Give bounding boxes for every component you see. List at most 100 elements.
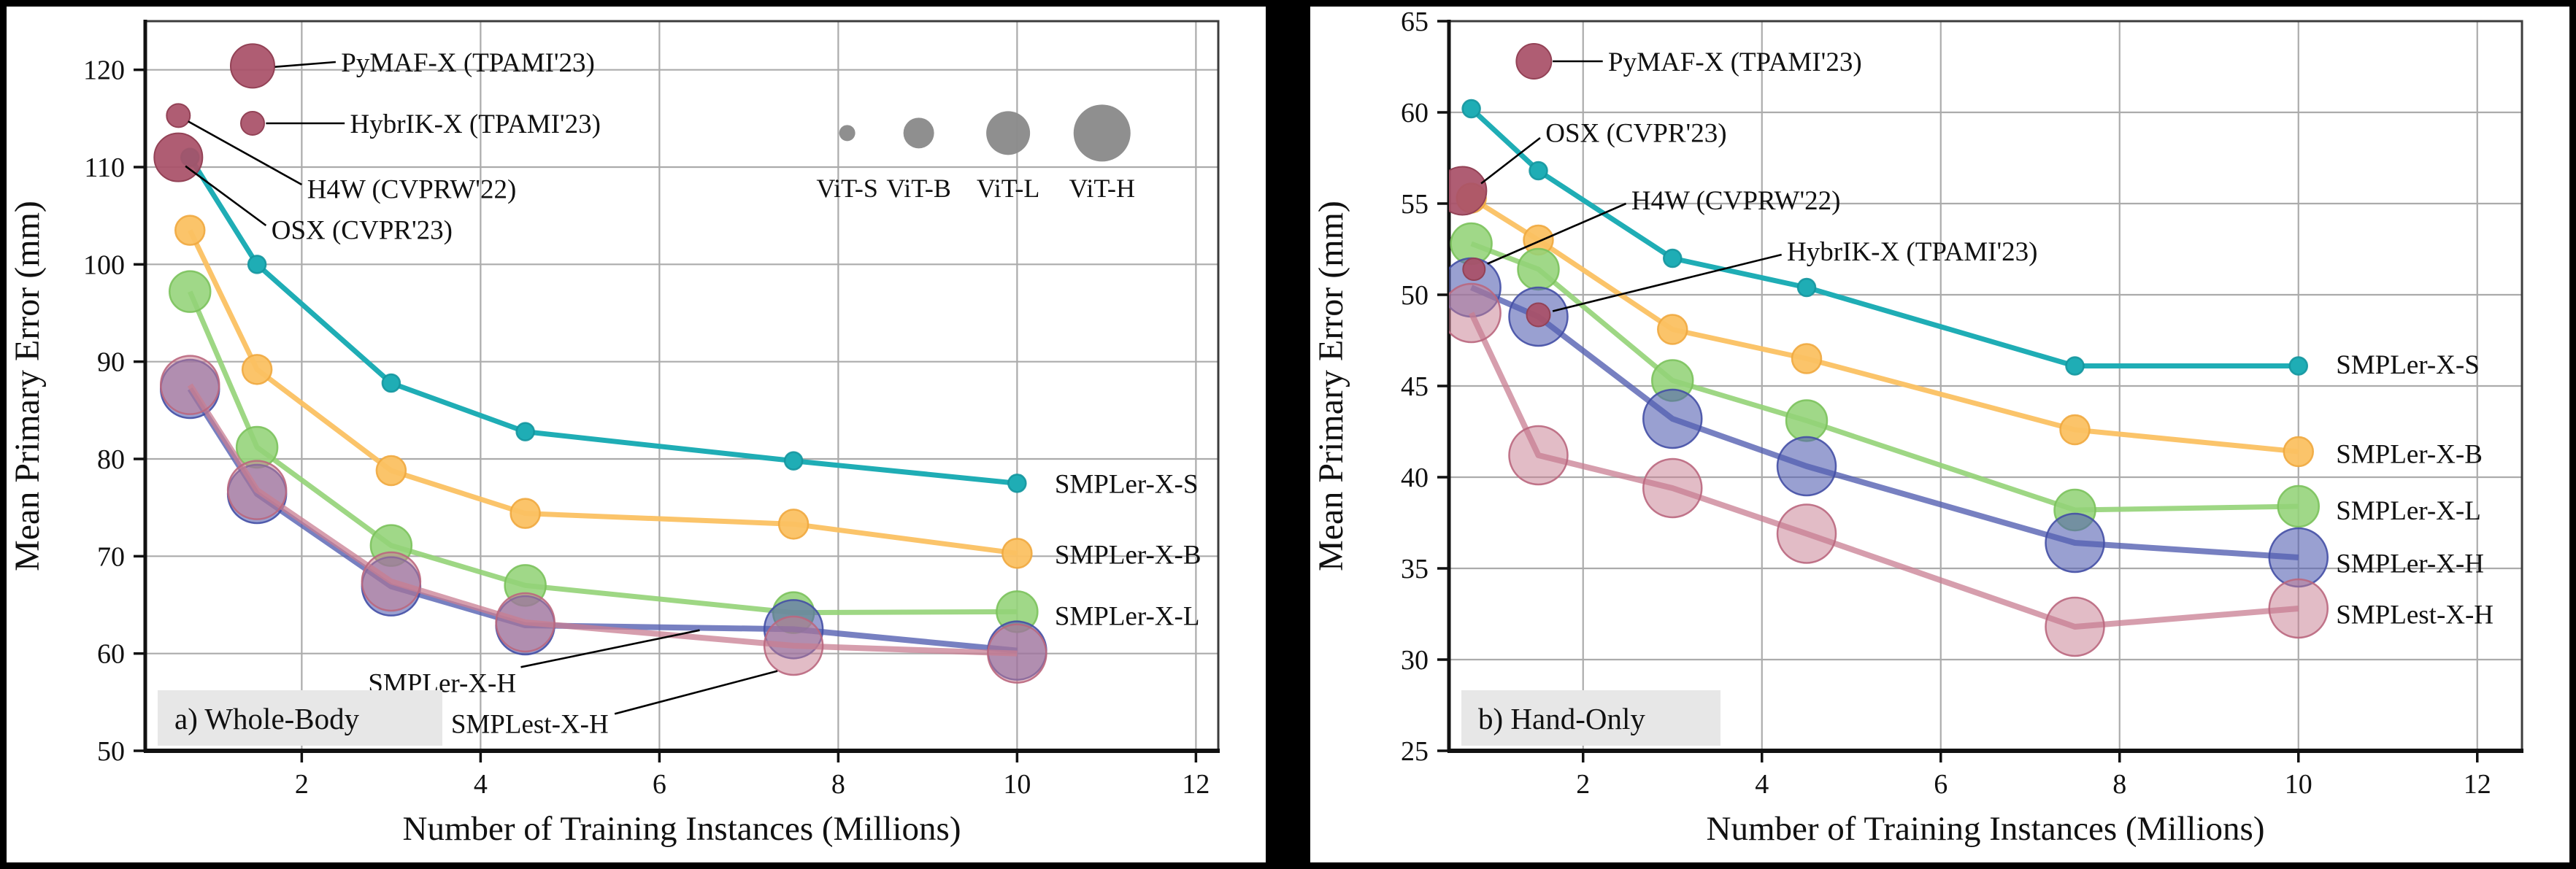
y-tick-label: 30 [1401,645,1429,676]
size-legend-label: ViT-S [816,174,878,203]
annotation-label: OSX (CVPR'23) [272,215,453,245]
x-tick-label: 10 [1003,769,1031,800]
x-tick-label: 6 [1934,769,1948,800]
data-point-smpler-x-s [2065,356,2085,376]
panel-whole-body: 2 4 6 8 10 12 50 60 70 80 90 100 110 120 Number of Tra… [7,7,1266,862]
annotation-bubble [1526,302,1551,328]
size-legend-label: ViT-B [886,174,951,203]
panel-label-box [158,690,442,746]
annotation-label: HybrIK-X (TPAMI'23) [350,109,601,139]
annotation-label: PyMAF-X (TPAMI'23) [341,48,595,78]
annotation-leader-line [1480,136,1541,185]
annotation-label: PyMAF-X (TPAMI'23) [1608,47,1862,77]
data-point-smpler-x-b [174,215,206,246]
data-point-smplest-x-h [2045,596,2105,657]
y-tick-label: 80 [97,444,125,475]
x-tick-label: 12 [2464,769,2491,800]
x-tick-label: 2 [1576,769,1590,800]
y-tick-label: 70 [97,541,125,572]
series-group [1449,99,2329,657]
y-tick-label: 65 [1401,7,1429,37]
x-tick-label: 6 [653,769,666,800]
x-tick-label: 2 [295,769,309,800]
y-tick-label: 120 [83,55,125,86]
axis-label-x: Number of Training Instances (Millions) [1707,810,2265,848]
y-tick-label: 25 [1401,736,1429,767]
y-tick-label: 45 [1401,371,1429,402]
annotation-leader-line [188,120,303,186]
data-point-smplest-x-h [1776,503,1837,564]
series-label: SMPLer-X-B [1055,541,1202,571]
series-line-smpler-x-s [188,155,1018,486]
data-point-smplest-x-h [361,551,422,612]
annotation-label: HybrIK-X (TPAMI'23) [1787,237,2037,267]
y-tick-label: 50 [97,736,125,767]
series-label: SMPLer-X-S [2336,350,2480,380]
data-point-smpler-x-l [169,270,212,313]
size-legend-circle [986,111,1031,155]
series-line-smpler-x-s [1469,107,2299,368]
series-line-smpler-x-h [1470,285,2299,560]
chart-hand-only: 2 4 6 8 10 12 25 30 35 40 45 50 55 60 65 Number of Trai… [1312,7,2523,848]
series-pointer-line [614,670,778,715]
y-tick-label: 35 [1401,554,1429,584]
data-point-smpler-x-l [1785,399,1829,442]
y-tick-label: 40 [1401,463,1429,493]
data-point-smplest-x-h [1642,457,1703,519]
data-point-smplest-x-h [1449,282,1502,344]
annotation-bubble-group [1449,43,1553,328]
size-legend-label: ViT-H [1069,174,1135,203]
annotation-bubble-group [153,43,275,182]
y-tick-label: 100 [83,250,125,280]
data-point-smpler-x-s [1461,99,1481,119]
data-point-smpler-x-h [2268,527,2329,588]
panel-label: b) Hand-Only [1478,702,1645,735]
x-tick-label: 12 [1182,769,1210,800]
annotation-leader-line [274,61,337,68]
y-tick-label: 110 [84,152,125,183]
series-label: SMPLer-X-L [2336,496,2481,526]
axis-label-x: Number of Training Instances (Millions) [403,810,961,848]
y-tick-label: 60 [97,639,125,670]
data-point-smpler-x-b [241,354,273,385]
y-tick-label: 90 [97,347,125,378]
annotation-bubble [1515,43,1553,80]
annotation-label: OSX (CVPR'23) [1545,119,1726,149]
series-label: SMPLest-X-H [451,710,609,740]
size-legend-circle [1073,104,1131,162]
annotation-label: H4W (CVPRW'22) [1631,186,1841,216]
data-point-smplest-x-h [987,623,1047,684]
data-point-smpler-x-b [777,509,810,540]
data-point-smplest-x-h [1508,425,1569,486]
data-point-smpler-x-h [1642,388,1703,449]
data-point-smpler-x-h [2045,512,2105,573]
y-tick-label: 50 [1401,280,1429,311]
y-tick-label: 55 [1401,189,1429,220]
size-legend-circle [839,125,856,142]
annotation-bubble [230,43,275,89]
series-pointer-line [520,629,700,668]
data-point-smpler-x-h [1776,436,1837,497]
chart-whole-body: 2 4 6 8 10 12 50 60 70 80 90 100 110 120 Number of Tra… [8,20,1220,848]
data-point-smpler-x-s [1529,161,1548,181]
data-point-smpler-x-b [2283,436,2314,468]
annotation-bubble [166,103,191,128]
data-point-smpler-x-s [381,373,401,393]
data-point-smpler-x-s [2288,356,2308,376]
data-point-smpler-x-s [1007,474,1027,493]
series-line-smpler-x-b [188,229,1018,556]
series-label: SMPLest-X-H [2336,600,2494,630]
x-tick-label: 8 [831,769,845,800]
data-point-smpler-x-b [375,455,407,487]
data-point-smpler-x-s [515,422,535,441]
series-line-smpler-x-b [1469,196,2299,455]
y-tick-label: 60 [1401,98,1429,128]
data-point-smpler-x-b [1001,538,1033,569]
data-point-smplest-x-h [495,592,555,653]
annotation-bubble [1462,258,1486,281]
panel-label-box [1461,690,1720,746]
axis-label-y: Mean Primary Error (mm) [8,201,47,571]
plot-border [144,20,1220,752]
annotation-bubble [240,111,265,136]
panel-hand-only: 2 4 6 8 10 12 25 30 35 40 45 50 55 60 65 Number of Trai… [1310,7,2569,862]
